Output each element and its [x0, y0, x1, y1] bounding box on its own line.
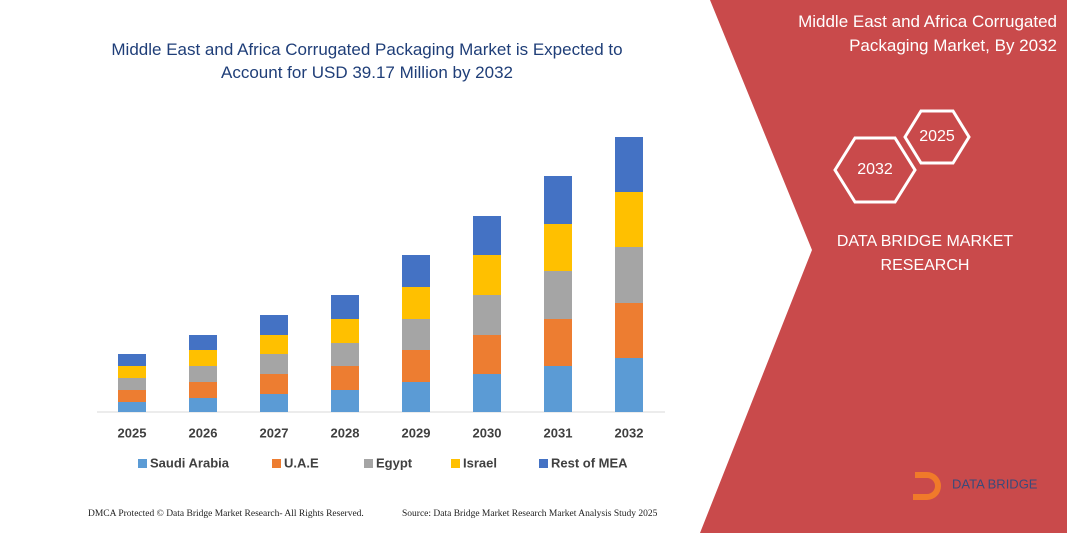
hexagon: [903, 109, 971, 165]
legend-label: U.A.E: [284, 455, 319, 470]
legend-label: Saudi Arabia: [150, 455, 230, 470]
logo-text: DATA BRIDGE: [952, 476, 1038, 491]
x-tick-label: 2026: [189, 425, 218, 440]
bar-segment: [189, 398, 217, 412]
bar-segment: [544, 176, 572, 224]
bar-segment: [118, 366, 146, 378]
x-tick-label: 2027: [260, 425, 289, 440]
footer-left: DMCA Protected © Data Bridge Market Rese…: [88, 509, 364, 519]
x-tick-label: 2030: [473, 425, 502, 440]
bar-segment: [544, 271, 572, 319]
bar-segment: [473, 216, 501, 255]
bar-segment: [118, 390, 146, 402]
bar-segment: [615, 137, 643, 192]
panel-heading: Middle East and Africa Corrugated Packag…: [798, 12, 1057, 55]
bar-segment: [260, 374, 288, 394]
x-tick-label: 2028: [331, 425, 360, 440]
bar-segment: [331, 319, 359, 343]
footer-right: Source: Data Bridge Market Research Mark…: [402, 509, 658, 519]
bar-segment: [331, 390, 359, 412]
legend-swatch: [364, 459, 373, 468]
bar-segment: [189, 350, 217, 366]
bar-segment: [118, 354, 146, 366]
bar-segment: [615, 303, 643, 358]
bar-segment: [615, 358, 643, 412]
bar-segment: [615, 247, 643, 303]
bar-segment: [544, 366, 572, 412]
bar-segment: [260, 354, 288, 374]
bar-segment: [260, 315, 288, 335]
x-tick-label: 2032: [615, 425, 644, 440]
bar-segment: [402, 255, 430, 287]
bar-segment: [331, 366, 359, 390]
legend-label: Egypt: [376, 455, 413, 470]
x-tick-label: 2029: [402, 425, 431, 440]
bar-segment: [473, 374, 501, 412]
bar-segment: [189, 382, 217, 398]
bar-segment: [544, 319, 572, 366]
x-tick-label: 2025: [118, 425, 147, 440]
bar-segment: [615, 192, 643, 247]
side-panel: [700, 0, 1067, 533]
legend-label: Rest of MEA: [551, 455, 628, 470]
legend-swatch: [451, 459, 460, 468]
bar-segment: [473, 335, 501, 374]
legend-swatch: [272, 459, 281, 468]
hex-label: 2032: [857, 161, 893, 178]
bar-segment: [402, 287, 430, 319]
bar-segment: [260, 394, 288, 412]
bar-segment: [118, 402, 146, 412]
bar-segment: [473, 295, 501, 335]
chart-title: Middle East and Africa Corrugated Packag…: [111, 40, 623, 82]
x-tick-label: 2031: [544, 425, 573, 440]
bar-segment: [331, 343, 359, 366]
bar-segment: [118, 378, 146, 390]
bar-segment: [402, 350, 430, 382]
bar-segment: [189, 366, 217, 382]
hexagon: [833, 136, 917, 204]
legend-label: Israel: [463, 455, 497, 470]
legend-swatch: [138, 459, 147, 468]
bar-segment: [473, 255, 501, 295]
bar-segment: [331, 295, 359, 319]
bar-segment: [189, 335, 217, 350]
brand-name: DATA BRIDGE MARKET RESEARCH: [836, 233, 1014, 274]
legend-swatch: [539, 459, 548, 468]
logo-icon: [913, 472, 941, 500]
bar-segment: [544, 224, 572, 271]
hex-label: 2025: [919, 128, 955, 145]
bar-segment: [402, 319, 430, 350]
bar-segment: [402, 382, 430, 412]
bar-segment: [260, 335, 288, 354]
